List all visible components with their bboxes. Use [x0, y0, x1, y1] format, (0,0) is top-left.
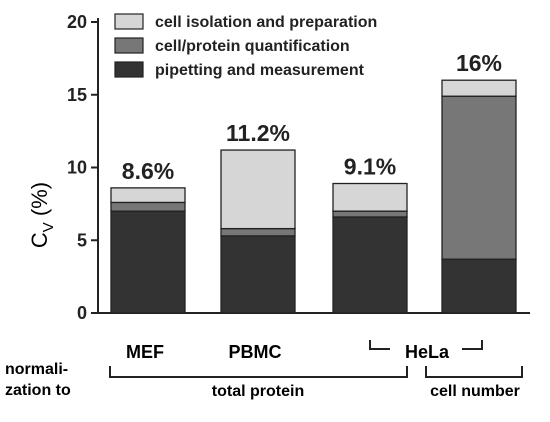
y-tick-label: 15	[67, 85, 87, 105]
legend-swatch	[114, 13, 144, 30]
bar-segment	[441, 79, 517, 97]
bar-segment	[332, 216, 408, 314]
hela-bracket-left	[369, 340, 390, 350]
y-tick-label: 10	[67, 158, 87, 178]
bar-segment	[110, 210, 186, 314]
bar-segment	[441, 258, 517, 314]
bar-segment	[441, 95, 517, 260]
total-labels: 8.6% 11.2% 9.1% 16%	[122, 50, 502, 184]
bar-segment	[332, 182, 408, 212]
total-label: 16%	[456, 50, 502, 76]
bar-segment	[220, 227, 296, 237]
y-axis-label: CV (%)	[27, 182, 57, 248]
legend-label: cell/protein quantification	[155, 38, 350, 55]
legend: cell isolation and preparation cell/prote…	[114, 13, 377, 79]
y-axis-ticks: 0 5 10 15 20	[67, 12, 98, 323]
y-tick-label: 20	[67, 12, 87, 32]
total-label: 9.1%	[344, 154, 396, 180]
x-label-pbmc: PBMC	[229, 342, 282, 362]
legend-swatch	[114, 37, 144, 54]
bar-segment	[110, 187, 186, 204]
normalization-label-line2: zation to	[5, 382, 71, 399]
y-tick-label: 5	[77, 230, 87, 250]
bar-segment	[332, 210, 408, 218]
cell-number-label: cell number	[430, 383, 520, 400]
normalization-label-line1: normali-	[5, 361, 68, 378]
bars	[110, 79, 517, 314]
legend-swatch	[114, 61, 144, 78]
total-label: 11.2%	[226, 120, 290, 146]
cell-number-bracket	[425, 366, 523, 378]
total-protein-bracket	[109, 366, 408, 378]
total-protein-label: total protein	[212, 383, 304, 400]
total-label: 8.6%	[122, 158, 174, 184]
bar-segment	[220, 149, 296, 230]
legend-label: pipetting and measurement	[155, 62, 365, 79]
y-tick-label: 0	[77, 303, 87, 323]
x-label-hela: HeLa	[405, 342, 450, 362]
bar-segment	[110, 201, 186, 212]
legend-label: cell isolation and preparation	[155, 14, 377, 31]
bar-segment	[220, 235, 296, 314]
hela-bracket-right	[462, 340, 483, 350]
x-label-mef: MEF	[126, 342, 164, 362]
